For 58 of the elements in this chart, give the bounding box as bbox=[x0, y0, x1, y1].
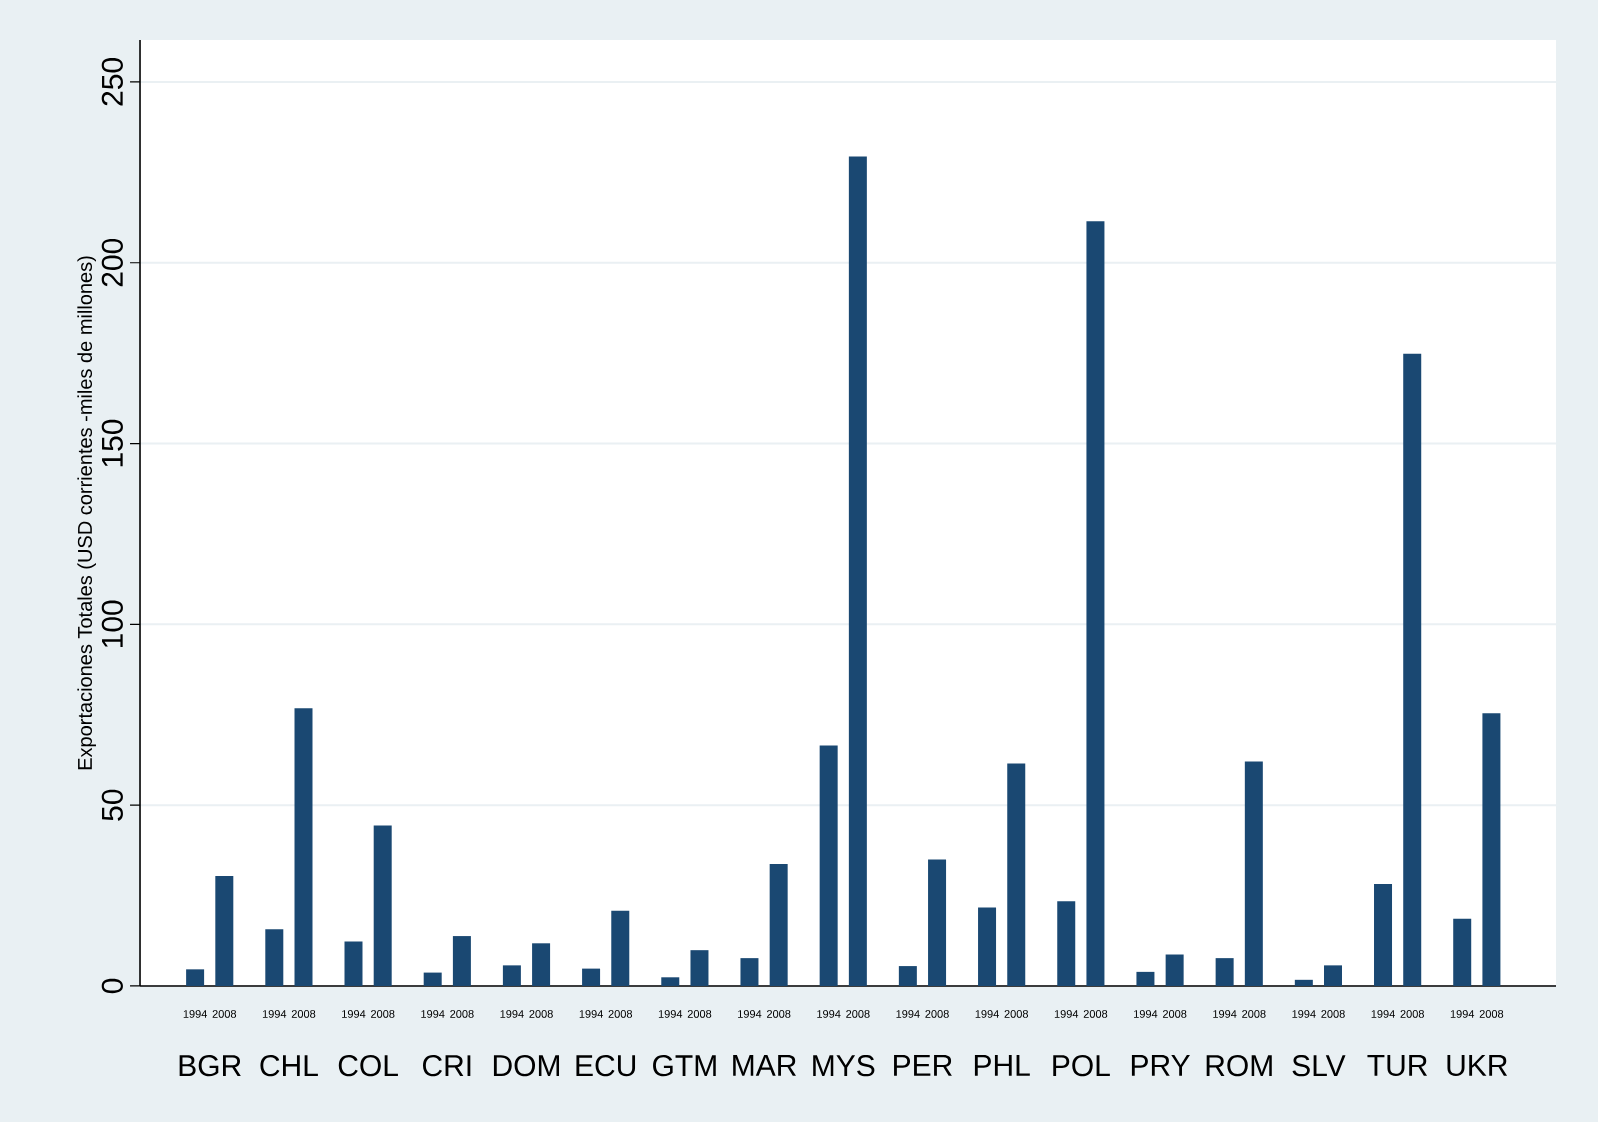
x-tick-label: ECU bbox=[576, 1055, 636, 1077]
x-tick-label: COL bbox=[338, 1055, 398, 1077]
x-tick-label: POL bbox=[1053, 1055, 1110, 1077]
y-tick-label: 200 bbox=[101, 238, 123, 287]
bar bbox=[1086, 221, 1105, 986]
bar bbox=[1057, 901, 1076, 986]
bar bbox=[1374, 884, 1393, 986]
x-tick-label: PRY bbox=[1131, 1055, 1190, 1076]
bar bbox=[819, 745, 838, 986]
bar bbox=[215, 876, 234, 986]
bar bbox=[898, 966, 917, 986]
bar bbox=[1482, 713, 1501, 986]
bar bbox=[186, 969, 205, 986]
x-tick-label: ROM bbox=[1206, 1055, 1272, 1077]
bar bbox=[1136, 971, 1155, 986]
bar bbox=[848, 156, 867, 986]
y-axis-title: Exportaciones Totales (USD corrientes -miles de millones) bbox=[77, 256, 96, 770]
bar bbox=[1244, 761, 1263, 986]
x-tick-label: DOM bbox=[493, 1055, 560, 1077]
bar bbox=[1324, 965, 1343, 986]
bar bbox=[1007, 763, 1026, 986]
y-tick-label: 250 bbox=[101, 58, 123, 106]
x-tick-label: BGR bbox=[179, 1055, 241, 1077]
x-tick-label: MYS bbox=[813, 1055, 875, 1077]
x-tick-label: SLV bbox=[1292, 1055, 1346, 1077]
bar bbox=[928, 859, 947, 986]
bar bbox=[502, 965, 521, 986]
x-tick-label: CHL bbox=[260, 1055, 318, 1077]
bar bbox=[582, 968, 601, 986]
bar bbox=[294, 708, 313, 986]
x-tick-label: CRI bbox=[423, 1055, 471, 1077]
bar bbox=[265, 929, 284, 986]
bar bbox=[452, 936, 471, 986]
x-tick-label: UKR bbox=[1447, 1055, 1508, 1076]
bar bbox=[532, 943, 551, 986]
x-tick-label: PER bbox=[894, 1055, 952, 1076]
x-tick-label: GTM bbox=[653, 1055, 716, 1077]
bar bbox=[1294, 979, 1313, 986]
y-tick-label: 0 bbox=[101, 978, 123, 994]
bar bbox=[344, 941, 363, 986]
x-tick-label: MAR bbox=[733, 1055, 796, 1076]
bar bbox=[978, 907, 997, 986]
bar bbox=[1165, 954, 1184, 986]
y-tick-label: 150 bbox=[101, 419, 123, 467]
bar bbox=[1403, 353, 1422, 986]
bar bbox=[373, 825, 392, 986]
bar bbox=[1215, 958, 1234, 986]
y-tick-label: 100 bbox=[101, 600, 123, 648]
bar bbox=[423, 972, 442, 986]
x-tick-label: PHL bbox=[974, 1055, 1030, 1076]
y-tick-label: 50 bbox=[101, 789, 123, 821]
bar bbox=[690, 950, 709, 986]
bar bbox=[1453, 918, 1472, 986]
bar bbox=[769, 864, 788, 986]
x-tick-label: TUR bbox=[1367, 1055, 1428, 1076]
bar bbox=[740, 958, 759, 986]
bar bbox=[661, 977, 680, 986]
bar bbox=[611, 910, 630, 986]
